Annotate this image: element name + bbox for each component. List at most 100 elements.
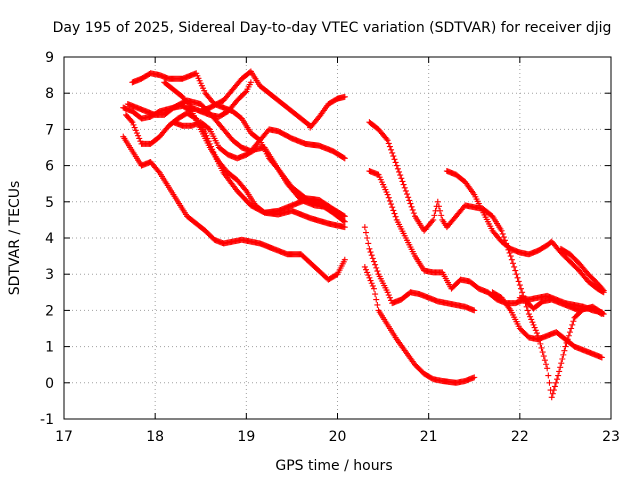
- data-point: [364, 269, 371, 276]
- data-point: [561, 347, 568, 354]
- data-point: [409, 206, 416, 213]
- y-tick-label: 2: [45, 303, 54, 319]
- data-point: [544, 365, 551, 372]
- data-point: [566, 329, 573, 336]
- data-point: [390, 153, 397, 160]
- series-s9: [307, 93, 348, 131]
- data-point: [383, 135, 390, 142]
- data-point: [401, 184, 408, 191]
- data-point: [369, 255, 376, 262]
- data-point: [394, 165, 401, 172]
- data-point: [155, 168, 162, 175]
- data-point: [429, 218, 436, 225]
- series-s12: [361, 224, 478, 314]
- data-point: [430, 216, 437, 223]
- data-point: [372, 261, 379, 268]
- data-point: [373, 264, 380, 271]
- data-point: [400, 181, 407, 188]
- data-point: [552, 379, 559, 386]
- data-point: [399, 178, 406, 185]
- data-point: [341, 224, 348, 231]
- data-point: [515, 278, 522, 285]
- data-point: [369, 282, 376, 289]
- data-point: [531, 324, 538, 331]
- series-s3: [120, 133, 348, 283]
- y-axis-label: SDTVAR / TECUs: [7, 181, 23, 296]
- data-point: [437, 207, 444, 214]
- data-point: [340, 217, 347, 224]
- data-point: [340, 154, 347, 161]
- y-tick-label: 7: [45, 122, 54, 138]
- series-s11: [366, 168, 607, 318]
- series-s16: [557, 245, 607, 294]
- x-tick-label: 19: [237, 429, 255, 445]
- data-point: [599, 286, 606, 293]
- data-point: [509, 260, 516, 267]
- x-tick-label: 21: [420, 429, 438, 445]
- data-point: [384, 137, 391, 144]
- x-tick-label: 18: [146, 429, 164, 445]
- series-s8: [161, 79, 254, 120]
- data-point: [386, 143, 393, 150]
- data-point: [512, 267, 519, 274]
- data-point: [391, 210, 398, 217]
- data-point: [341, 155, 348, 162]
- data-point: [242, 89, 249, 96]
- data-point: [498, 227, 505, 234]
- series-s14: [443, 168, 607, 296]
- y-tick-label: 1: [45, 340, 54, 356]
- data-point: [385, 292, 392, 299]
- data-point: [386, 197, 393, 204]
- chart-title: Day 195 of 2025, Sidereal Day-to-day VTE…: [53, 20, 612, 36]
- data-point: [362, 266, 369, 273]
- data-point: [434, 198, 441, 205]
- data-point: [247, 79, 254, 86]
- data-point: [471, 374, 478, 381]
- data-point: [372, 291, 379, 298]
- data-point: [555, 372, 562, 379]
- data-point: [540, 353, 547, 360]
- data-point: [600, 287, 607, 294]
- data-point: [539, 349, 546, 356]
- data-point: [390, 207, 397, 214]
- data-point: [556, 368, 563, 375]
- data-point: [533, 330, 540, 337]
- data-point: [242, 186, 249, 193]
- data-point: [341, 256, 348, 263]
- data-point: [374, 301, 381, 308]
- series-s17: [516, 292, 605, 316]
- data-point: [339, 213, 346, 220]
- data-point: [341, 93, 348, 100]
- y-tick-label: 0: [45, 376, 54, 392]
- data-point: [133, 130, 140, 137]
- data-point: [511, 263, 518, 270]
- data-point: [129, 119, 136, 126]
- data-point: [130, 121, 137, 128]
- data-point: [598, 309, 605, 316]
- data-point: [385, 140, 392, 147]
- data-point: [205, 125, 212, 132]
- data-point: [391, 156, 398, 163]
- y-tick-label: 4: [45, 231, 54, 247]
- data-point: [546, 379, 553, 386]
- data-point: [384, 191, 391, 198]
- data-point: [396, 168, 403, 175]
- data-point: [565, 332, 572, 339]
- data-point: [550, 387, 557, 394]
- data-point: [548, 394, 555, 401]
- data-point: [406, 197, 413, 204]
- data-point: [397, 172, 404, 179]
- data-point: [507, 253, 514, 260]
- plot-frame: [63, 56, 612, 420]
- data-point: [392, 213, 399, 220]
- data-point: [408, 203, 415, 210]
- data-point: [559, 356, 566, 363]
- x-tick-label: 17: [55, 429, 73, 445]
- data-point: [598, 354, 605, 361]
- data-point: [517, 285, 524, 292]
- data-point: [513, 271, 520, 278]
- data-point: [435, 203, 442, 210]
- x-tick-label: 22: [511, 429, 529, 445]
